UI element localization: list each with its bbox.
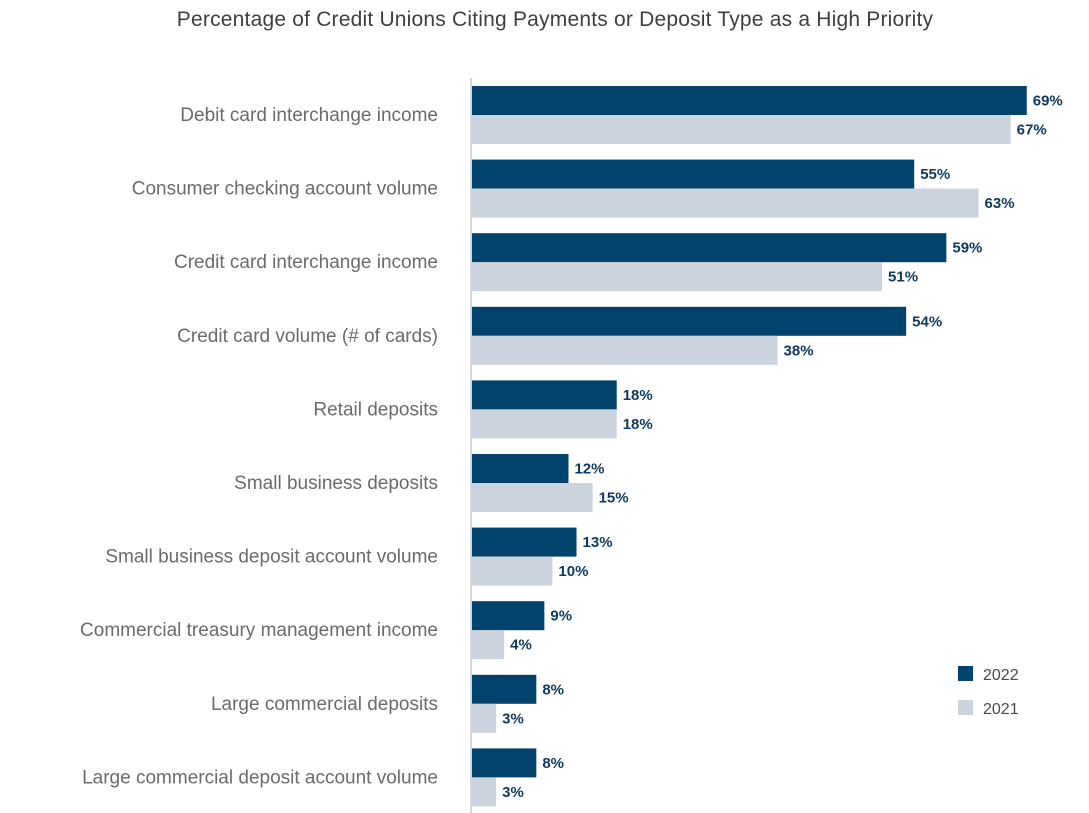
value-label-2021: 10% <box>558 563 588 580</box>
bar-2021-5 <box>472 483 593 512</box>
category-label: Credit card volume (# of cards) <box>177 326 438 347</box>
value-label-2021: 15% <box>599 490 629 507</box>
category-label: Small business deposit account volume <box>105 547 438 568</box>
bar-2021-0 <box>472 115 1011 144</box>
legend-swatch-2022 <box>958 666 973 681</box>
bar-2022-7 <box>472 601 545 631</box>
category-label: Consumer checking account volume <box>132 179 438 200</box>
value-label-2021: 38% <box>784 342 814 359</box>
bar-2021-4 <box>472 409 617 439</box>
value-label-2021: 63% <box>985 195 1015 212</box>
value-label-2021: 51% <box>888 269 918 286</box>
category-label: Large commercial deposit account volume <box>82 767 438 788</box>
bar-2021-9 <box>472 777 497 807</box>
value-label-2022: 12% <box>574 461 604 478</box>
bar-2021-6 <box>472 556 553 586</box>
bar-2022-3 <box>472 306 907 336</box>
value-label-2022: 18% <box>623 387 653 404</box>
value-labels: 69% 67% 55% 63% 59% 51% 54% 38% 18% 18% 12% 15% 13% 1… <box>502 93 1063 801</box>
value-label-2021: 18% <box>623 416 653 433</box>
bar-2022-0 <box>472 86 1027 115</box>
bars-layer <box>472 86 1027 807</box>
value-label-2022: 54% <box>912 313 942 330</box>
bar-2021-2 <box>472 262 883 292</box>
value-label-2022: 8% <box>542 755 564 772</box>
category-label: Large commercial deposits <box>211 694 438 715</box>
value-label-2022: 13% <box>583 534 613 551</box>
legend-label-2022: 2022 <box>983 667 1019 684</box>
bar-2022-9 <box>472 748 537 778</box>
value-label-2021: 3% <box>502 784 524 801</box>
bar-2021-8 <box>472 703 497 733</box>
bar-2022-8 <box>472 674 537 704</box>
category-label: Small business deposits <box>234 473 438 494</box>
legend: 2022 2021 <box>958 666 1019 718</box>
value-label-2022: 69% <box>1033 93 1063 110</box>
bar-2022-4 <box>472 380 617 410</box>
bar-2022-6 <box>472 527 577 557</box>
category-labels: Debit card interchange income Consumer ch… <box>80 105 438 788</box>
bar-2022-5 <box>472 454 569 483</box>
legend-swatch-2021 <box>958 700 973 715</box>
category-label: Retail deposits <box>313 399 438 420</box>
value-label-2022: 59% <box>952 240 982 257</box>
value-label-2021: 67% <box>1017 122 1047 139</box>
value-label-2021: 4% <box>510 637 532 654</box>
category-label: Debit card interchange income <box>180 105 438 126</box>
category-label: Credit card interchange income <box>174 252 438 273</box>
value-label-2022: 9% <box>550 608 572 625</box>
value-label-2022: 8% <box>542 681 564 698</box>
category-label: Commercial treasury management income <box>80 620 438 641</box>
bar-2021-7 <box>472 630 505 660</box>
chart-title: Percentage of Credit Unions Citing Payme… <box>176 8 934 31</box>
legend-label-2021: 2021 <box>983 701 1019 718</box>
value-label-2021: 3% <box>502 710 524 727</box>
bar-2021-1 <box>472 188 979 218</box>
value-label-2022: 55% <box>920 166 950 183</box>
bar-2022-1 <box>472 159 915 189</box>
bar-2021-3 <box>472 335 778 365</box>
bar-2022-2 <box>472 233 947 263</box>
